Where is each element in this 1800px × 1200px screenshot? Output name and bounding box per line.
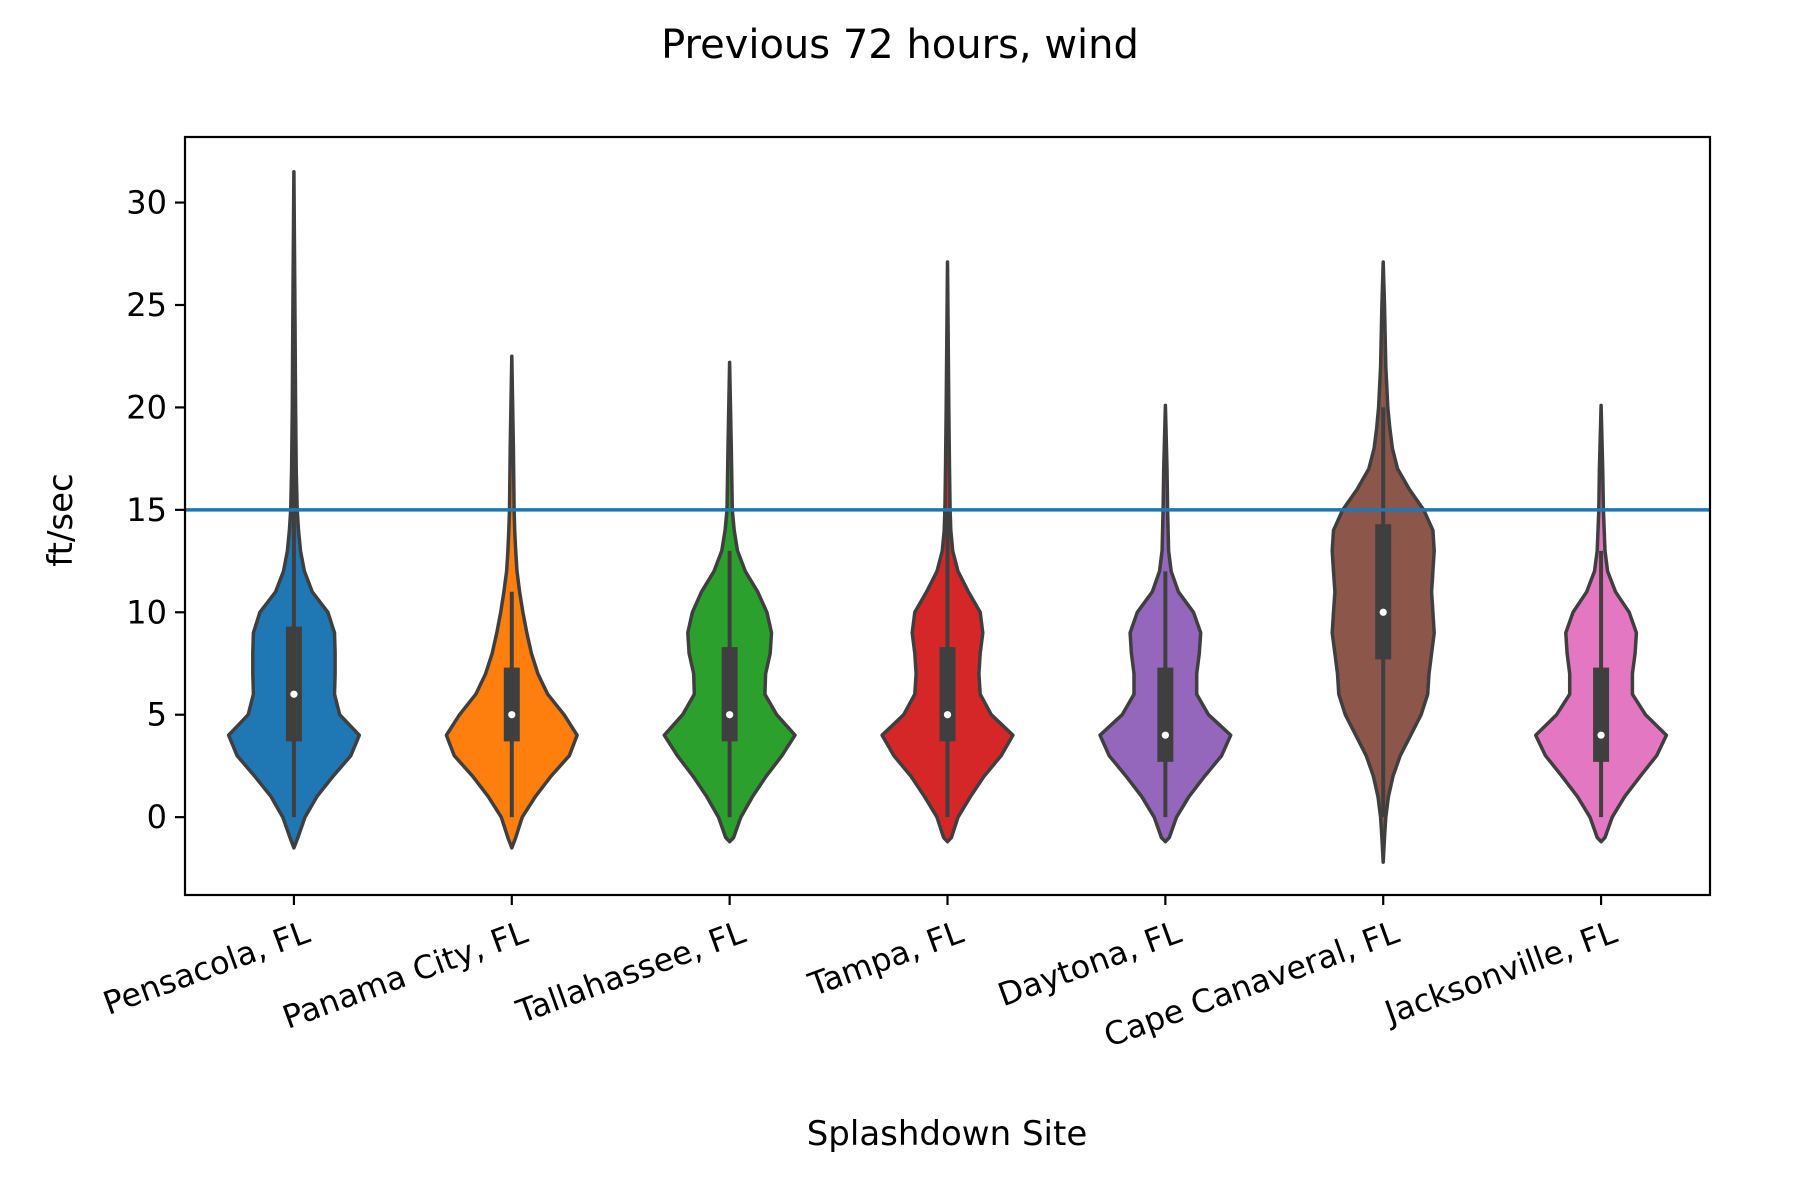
violin-median-dot <box>1597 731 1605 739</box>
y-axis: 0 5 10 15 20 25 30 <box>126 184 185 836</box>
violin-group <box>226 170 1669 864</box>
violin-iqr-box <box>503 667 520 742</box>
x-tick-label: Panama City, FL <box>277 913 532 1037</box>
violin-iqr-box <box>1593 667 1610 762</box>
y-tick-label: 0 <box>147 798 167 836</box>
y-tick-label: 25 <box>126 286 167 324</box>
violin-median-dot <box>290 690 298 698</box>
violin-median-dot <box>1161 731 1169 739</box>
x-tick-label: Tampa, FL <box>803 913 969 1004</box>
y-tick-label: 10 <box>126 593 167 631</box>
violin-iqr-box <box>285 626 302 742</box>
violin-iqr-box <box>721 647 738 742</box>
y-tick-label: 20 <box>126 388 167 426</box>
violin-iqr-box <box>1375 524 1392 660</box>
x-tick-label: Tallahassee, FL <box>511 913 751 1031</box>
y-axis-label: ft/sec <box>41 473 81 566</box>
violin-median-dot <box>508 711 516 719</box>
chart-title: Previous 72 hours, wind <box>661 22 1139 68</box>
violin-median-dot <box>726 711 734 719</box>
y-tick-label: 15 <box>126 491 167 529</box>
violin-iqr-box <box>1157 667 1174 762</box>
violin-iqr-box <box>939 647 956 742</box>
x-tick-label: Jacksonville, FL <box>1378 913 1622 1033</box>
y-tick-label: 5 <box>147 696 167 734</box>
violin-median-dot <box>943 711 952 719</box>
y-tick-label: 30 <box>126 184 167 222</box>
violin-median-dot <box>1379 608 1387 616</box>
x-axis-label: Splashdown Site <box>807 1114 1088 1154</box>
